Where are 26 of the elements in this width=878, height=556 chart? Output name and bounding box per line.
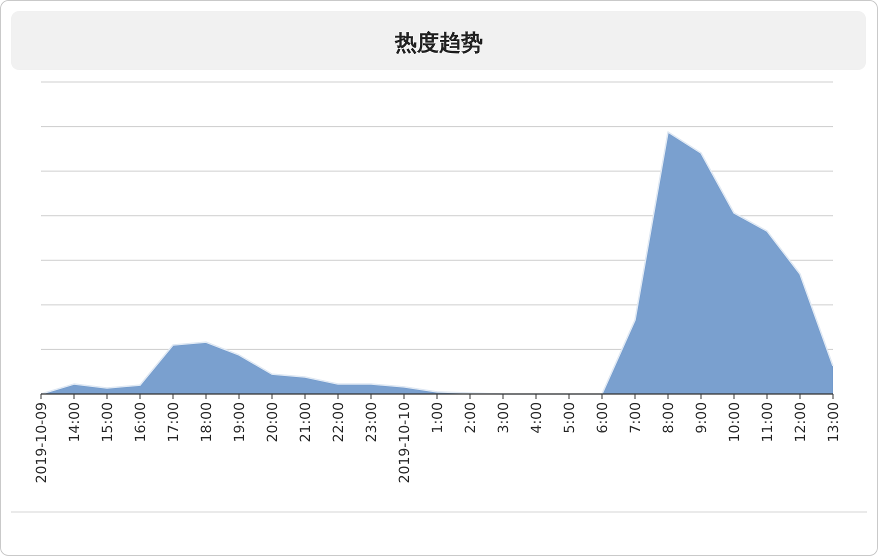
- x-tick-label: 5:00: [562, 402, 578, 434]
- x-tick-label: 9:00: [694, 402, 710, 434]
- x-tick-label: 18:00: [199, 402, 215, 442]
- x-tick-label: 7:00: [628, 402, 644, 434]
- x-tick-label: 14:00: [67, 402, 83, 442]
- x-tick-label: 16:00: [133, 402, 149, 442]
- x-tick-label: 4:00: [529, 402, 545, 434]
- x-tick-label: 23:00: [364, 402, 380, 442]
- x-tick-label: 20:00: [265, 402, 281, 442]
- x-tick-label: 10:00: [727, 402, 743, 442]
- x-tick-label: 22:00: [331, 402, 347, 442]
- x-tick-label: 2019-10-09: [34, 402, 50, 484]
- x-tick-label: 13:00: [826, 402, 842, 442]
- x-tick-label: 6:00: [595, 402, 611, 434]
- x-tick-label: 19:00: [232, 402, 248, 442]
- x-tick-label: 21:00: [298, 402, 314, 442]
- x-tick-label: 15:00: [100, 402, 116, 442]
- x-tick-label: 12:00: [793, 402, 809, 442]
- x-tick-label: 1:00: [430, 402, 446, 434]
- x-tick-label: 11:00: [760, 402, 776, 442]
- chart-title: 热度趋势: [394, 30, 483, 56]
- x-tick-label: 2:00: [463, 402, 479, 434]
- x-tick-label: 8:00: [661, 402, 677, 434]
- x-tick-label: 3:00: [496, 402, 512, 434]
- x-tick-label: 17:00: [166, 402, 182, 442]
- x-tick-label: 2019-10-10: [397, 402, 413, 484]
